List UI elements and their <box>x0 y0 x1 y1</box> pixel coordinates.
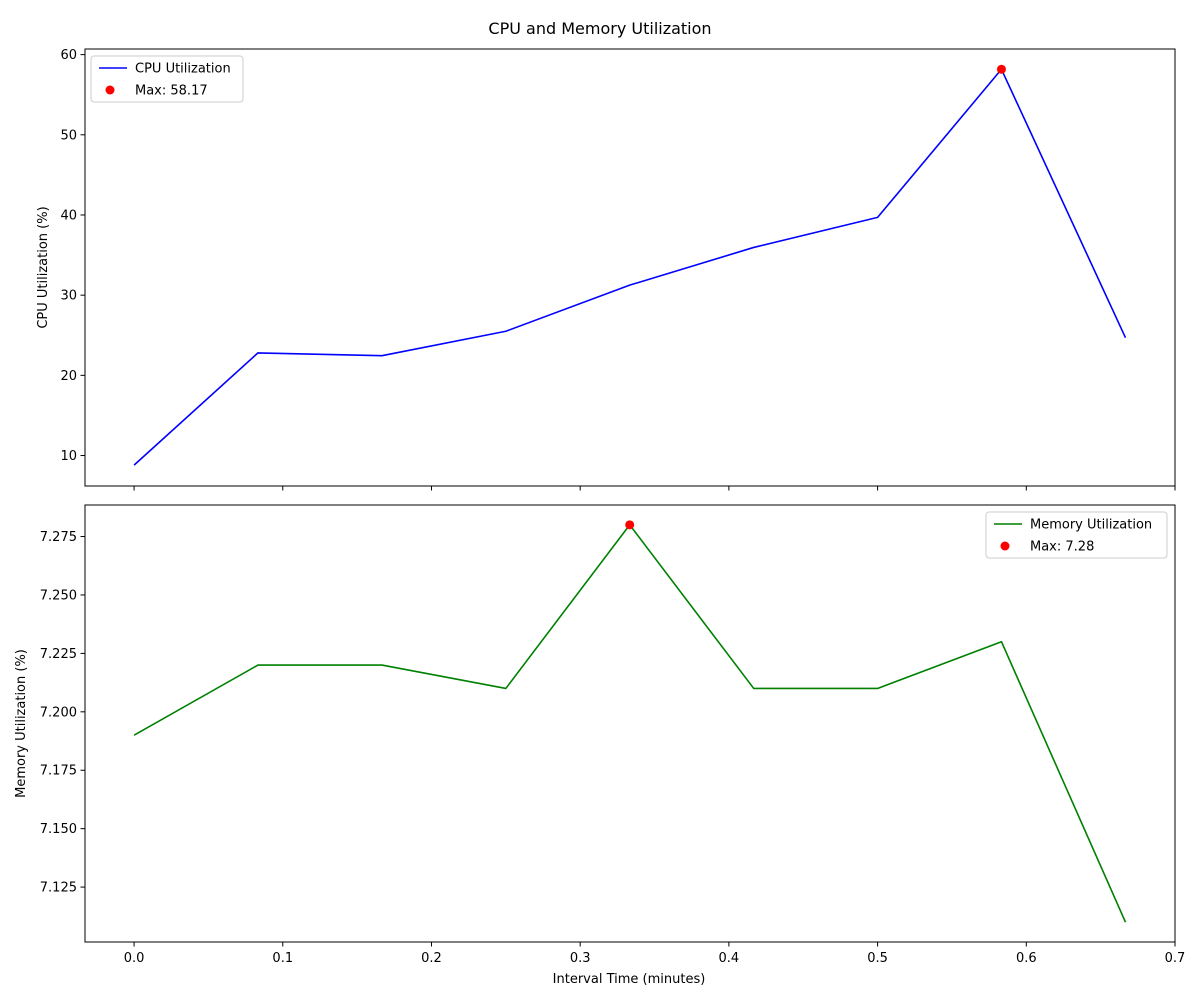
x-tick-label: 0.7 <box>1165 951 1186 966</box>
legend-marker-swatch <box>1000 541 1010 551</box>
y-tick-label: 20 <box>60 369 77 384</box>
legend: Memory Utilization Max: 7.28 <box>985 511 1168 559</box>
x-tick-label: 0.4 <box>719 951 740 966</box>
y-tick-label: 7.125 <box>40 881 77 896</box>
legend-label-max: Max: 7.28 <box>1030 540 1094 555</box>
y-tick-label: 7.225 <box>40 647 77 662</box>
y-tick-label: 10 <box>60 449 77 464</box>
y-axis-label: Memory Utilization (%) <box>14 649 29 798</box>
legend-label-series: Memory Utilization <box>1030 518 1152 533</box>
x-axis-label: Interval Time (minutes) <box>553 972 706 987</box>
legend: CPU Utilization Max: 58.17 <box>90 55 244 103</box>
y-tick-label: 30 <box>60 289 77 304</box>
axes-frame <box>84 48 1176 487</box>
legend-marker-swatch <box>105 85 115 95</box>
x-tick-label: 0.5 <box>867 951 888 966</box>
max-marker-point <box>625 520 635 530</box>
legend-box <box>90 55 244 103</box>
x-tick-label: 0.6 <box>1016 951 1037 966</box>
series-line-1 <box>133 68 1127 466</box>
y-tick-label: 7.275 <box>40 530 77 545</box>
legend-label-max: Max: 58.17 <box>135 84 208 99</box>
y-tick-label: 60 <box>60 48 77 63</box>
x-tick-label: 0.0 <box>124 951 145 966</box>
y-tick-label: 40 <box>60 208 77 223</box>
panel-1: 10 20 30 40 50 60 CPU Utilization (%) CPU Utili… <box>36 48 1176 491</box>
x-tick-label: 0.3 <box>570 951 591 966</box>
max-marker-point <box>996 64 1006 74</box>
panel-2: 0.0 0.1 0.2 0.3 0.4 0.5 0.6 0.7 7.125 7.150 7.175 7… <box>14 504 1186 966</box>
legend-box <box>985 511 1168 559</box>
y-tick-label: 7.150 <box>40 822 77 837</box>
y-tick-label: 7.175 <box>40 764 77 779</box>
y-tick-label: 7.200 <box>40 705 77 720</box>
panels: 10 20 30 40 50 60 CPU Utilization (%) CPU Utili… <box>14 48 1185 966</box>
x-tick-label: 0.1 <box>272 951 293 966</box>
y-tick-label: 7.250 <box>40 588 77 603</box>
axes-frame <box>84 504 1176 943</box>
x-tick-label: 0.2 <box>421 951 442 966</box>
y-tick-label: 50 <box>60 128 77 143</box>
y-axis-label: CPU Utilization (%) <box>36 206 51 328</box>
legend-label-series: CPU Utilization <box>135 62 231 77</box>
figure-title: CPU and Memory Utilization <box>488 19 711 38</box>
